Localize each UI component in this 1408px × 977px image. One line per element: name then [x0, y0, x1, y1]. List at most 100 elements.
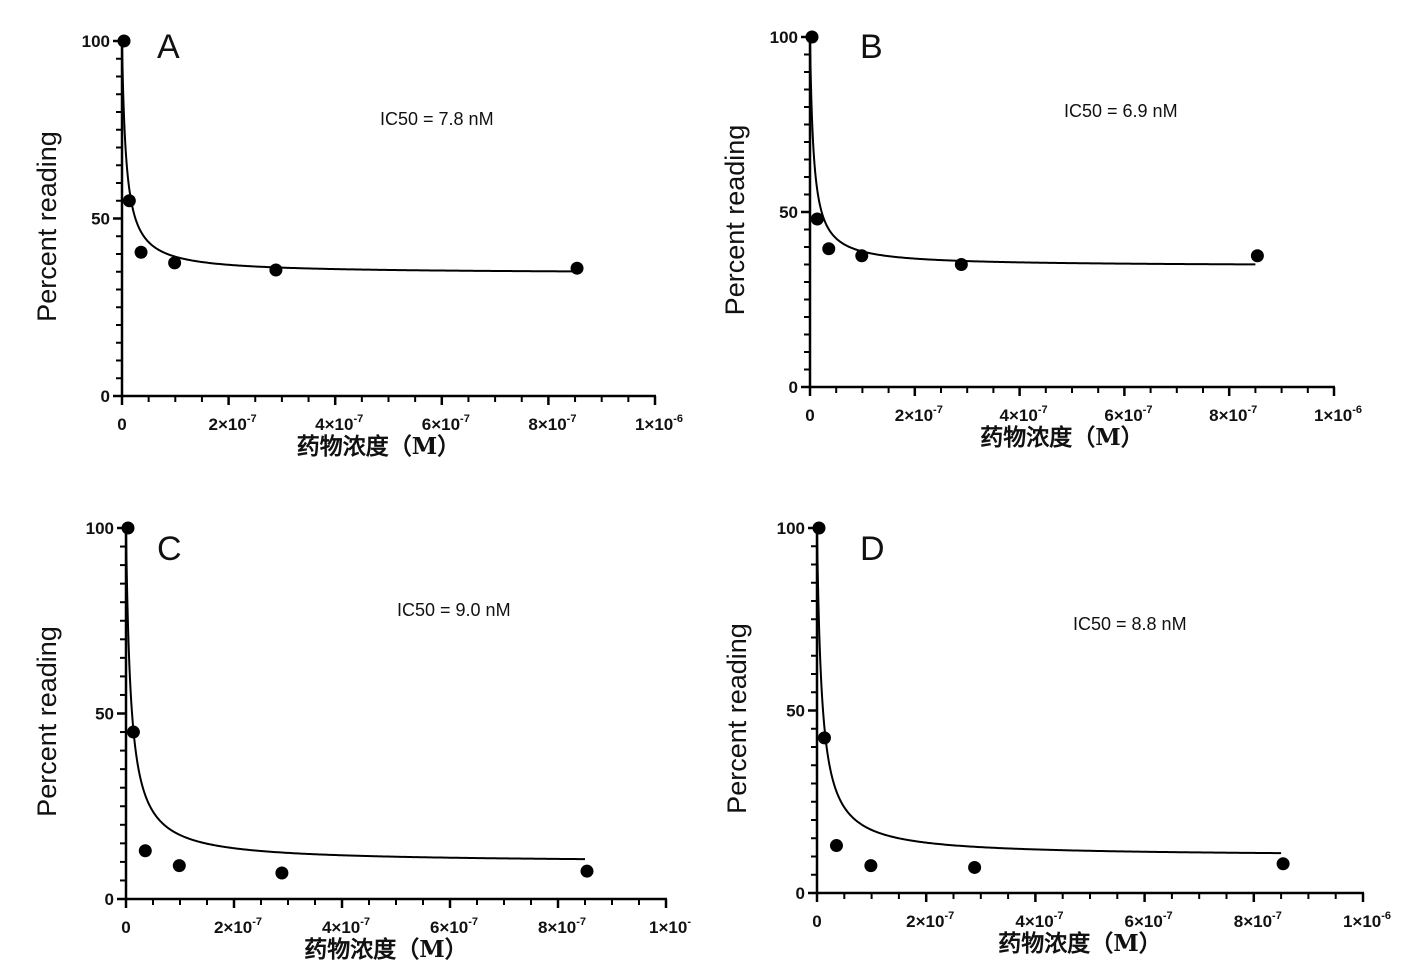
x-tick-label: 2×10-7: [906, 910, 954, 931]
data-point: [126, 725, 140, 739]
y-axis-title: Percent reading: [720, 125, 750, 316]
x-tick-label: 6×10-7: [430, 916, 478, 937]
y-tick-label: 50: [95, 705, 114, 724]
x-tick-exponent: -7: [460, 413, 470, 425]
data-point: [1276, 857, 1290, 871]
panel-letter: B: [860, 28, 883, 66]
y-tick-label: 50: [786, 702, 805, 721]
data-point: [812, 521, 826, 535]
y-tick-label: 0: [105, 890, 114, 909]
x-tick-label: 6×10-7: [422, 413, 470, 434]
x-tick-base: 2×10: [209, 415, 247, 434]
x-tick-label: 6×10-7: [1125, 910, 1173, 931]
x-tick-exponent: -7: [247, 413, 257, 425]
y-tick-label: 0: [796, 884, 805, 903]
x-tick-exponent: -6: [1352, 404, 1362, 416]
x-tick-base: 1×10: [1314, 406, 1352, 425]
x-tick-label: 2×10-7: [214, 916, 262, 937]
x-tick-base: 1×10: [649, 918, 687, 937]
x-tick-exponent: -7: [1038, 404, 1048, 416]
data-point: [864, 859, 878, 873]
panel-letter: D: [860, 530, 885, 568]
data-point: [810, 212, 824, 226]
data-point: [134, 245, 148, 259]
x-axis-title: 药物浓度（M）: [980, 424, 1143, 451]
data-point: [817, 731, 831, 745]
x-tick-base: 4×10: [322, 918, 360, 937]
y-axis-title: Percent reading: [32, 131, 62, 322]
x-tick-exponent: -7: [944, 910, 954, 922]
y-axis-title: Percent reading: [32, 626, 62, 817]
fit-curve: [816, 528, 1282, 855]
fit-curve: [809, 37, 1256, 266]
x-tick-label: 4×10-7: [315, 413, 363, 434]
x-tick-base: 0: [805, 406, 814, 425]
y-tick-label: 0: [789, 378, 798, 397]
data-point: [805, 30, 819, 44]
x-tick-base: 6×10: [1125, 912, 1163, 931]
x-tick-base: 2×10: [895, 406, 933, 425]
x-tick-label: 4×10-7: [322, 916, 370, 937]
x-axis-title: 药物浓度（M）: [998, 930, 1161, 957]
data-point: [121, 521, 135, 535]
x-tick-label: 1×10-6: [1314, 404, 1362, 425]
x-tick-label: 0: [117, 415, 126, 434]
data-point: [269, 263, 283, 277]
x-tick-base: 0: [121, 918, 130, 937]
x-tick-base: 4×10: [1000, 406, 1038, 425]
x-tick-exponent: -7: [1272, 910, 1282, 922]
x-tick-exponent: -7: [1054, 910, 1064, 922]
panel-letter: A: [157, 28, 180, 66]
x-tick-label: 4×10-7: [1015, 910, 1063, 931]
x-tick-label: 1×10-6: [1343, 910, 1391, 931]
fit-curve: [125, 528, 586, 861]
data-point: [570, 261, 584, 275]
x-tick-label: 0: [805, 406, 814, 425]
data-point: [855, 249, 869, 263]
x-tick-exponent: -7: [933, 404, 943, 416]
y-tick-label: 100: [770, 28, 798, 47]
data-point: [138, 844, 152, 858]
x-tick-base: 6×10: [1104, 406, 1142, 425]
x-tick-label: 8×10-7: [1209, 404, 1257, 425]
x-tick-exponent: -7: [468, 916, 478, 928]
x-tick-label: 0: [121, 918, 130, 937]
ic50-annotation: IC50 = 6.9 nM: [1064, 101, 1178, 121]
data-point: [117, 34, 131, 48]
x-tick-base: 1×10: [635, 415, 673, 434]
x-tick-exponent: -7: [576, 916, 586, 928]
x-tick-label: 6×10-7: [1104, 404, 1152, 425]
x-tick-exponent: -7: [1163, 910, 1173, 922]
fit-curve: [121, 41, 576, 273]
x-tick-base: 0: [117, 415, 126, 434]
panel-letter: C: [157, 530, 182, 568]
x-tick-label: 4×10-7: [1000, 404, 1048, 425]
data-point: [168, 256, 182, 270]
y-tick-label: 100: [82, 32, 110, 51]
data-point: [122, 194, 136, 208]
x-tick-base: 8×10: [1234, 912, 1272, 931]
data-point: [580, 864, 594, 878]
y-tick-label: 100: [777, 519, 805, 538]
x-tick-base: 4×10: [315, 415, 353, 434]
x-tick-exponent: -7: [360, 916, 370, 928]
ic50-annotation: IC50 = 9.0 nM: [397, 600, 511, 620]
x-tick-exponent: -7: [353, 413, 363, 425]
data-point: [829, 839, 843, 853]
x-tick-exponent: -6: [1381, 910, 1391, 922]
x-tick-label: 8×10-7: [528, 413, 576, 434]
y-tick-label: 0: [101, 387, 110, 406]
y-tick-label: 50: [91, 210, 110, 229]
x-axis-title: 药物浓度（M）: [297, 433, 460, 460]
x-tick-base: 0: [812, 912, 821, 931]
x-tick-base: 2×10: [906, 912, 944, 931]
x-axis-title: 药物浓度（M）: [304, 936, 467, 963]
x-tick-exponent: -7: [1247, 404, 1257, 416]
ic50-annotation: IC50 = 8.8 nM: [1073, 614, 1187, 634]
x-tick-exponent: -7: [1143, 404, 1153, 416]
x-tick-exponent: -6: [673, 413, 683, 425]
